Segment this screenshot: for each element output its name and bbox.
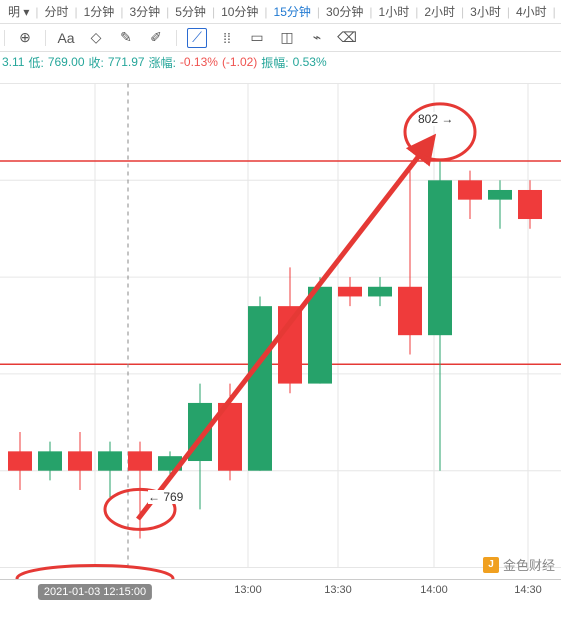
timeframe-3小时[interactable]: 3小时 [464,3,507,20]
pencil-icon[interactable]: ✎ [116,28,136,48]
timeframe-1分钟[interactable]: 1分钟 [78,3,121,20]
candlestick-icon[interactable]: ⁞⁞ [217,28,237,48]
change-label: 涨幅: [149,54,176,71]
time-label: 2021-01-03 12:15:00 [38,584,152,600]
watermark-icon: J [483,557,499,573]
timeframe-3分钟[interactable]: 3分钟 [123,3,166,20]
overlap-icon[interactable]: ◫ [277,28,297,48]
brush-icon[interactable]: ✐ [146,28,166,48]
time-axis: 2021-01-03 12:15:00 13:00 13:30 14:00 14:30 [0,579,561,602]
candlestick-chart [0,72,561,602]
annotation-high-label: 802 → [418,112,453,126]
timeframe-1小时[interactable]: 1小时 [373,3,416,20]
timeframe-5分钟[interactable]: 5分钟 [169,3,212,20]
timeframe-10分钟[interactable]: 10分钟 [215,3,264,20]
chart-area[interactable]: ← 769 802 → 2021-01-03 12:15:00 13:00 13:3… [0,72,561,602]
timeframe-明[interactable]: 明 ▾ [2,3,35,20]
drawing-toolbar: ⊕ Aa ◇ ✎ ✐ ⟋ ⁞⁞ ▭ ◫ ⌁ ⌫ [0,24,561,52]
close-label: 收: [89,54,104,71]
timeframe-分时[interactable]: 分时 [38,3,74,20]
timeframe-15分钟[interactable]: 15分钟 [268,3,317,20]
box-icon[interactable]: ▭ [247,28,267,48]
open-value: 3.11 [2,55,24,69]
timeframe-2小时[interactable]: 2小时 [418,3,461,20]
time-label: 13:30 [324,584,352,596]
eraser-icon[interactable]: ◇ [86,28,106,48]
amplitude-label: 振幅: [261,54,288,71]
ohlc-summary: 3.11 低:769.00 收:771.97 涨幅:-0.13%(-1.02) … [0,52,561,72]
cursor-icon[interactable]: ⊕ [15,28,35,48]
time-label: 13:00 [234,584,262,596]
close-value: 771.97 [108,55,145,69]
watermark: J 金色财经 [483,555,555,574]
timeframe-30分钟[interactable]: 30分钟 [320,3,369,20]
trendline-icon[interactable]: ⟋ [187,28,207,48]
low-value: 769.00 [48,55,85,69]
time-label: 14:00 [420,584,448,596]
watermark-text: 金色财经 [503,555,555,574]
timeframe-4小时[interactable]: 4小时 [510,3,553,20]
amplitude-value: 0.53% [293,55,327,69]
zigzag-icon[interactable]: ⌁ [307,28,327,48]
change-pct: -0.13% [180,55,218,69]
time-label: 14:30 [514,584,542,596]
annotation-low-label: ← 769 [148,490,183,504]
timeframe-6小时[interactable]: 6小时 [556,3,561,20]
low-label: 低: [28,54,43,71]
timeframe-bar: 明 ▾|分时|1分钟|3分钟|5分钟|10分钟|15分钟|30分钟|1小时|2小… [0,0,561,24]
text-tool-icon[interactable]: Aa [56,28,76,48]
delete-icon[interactable]: ⌫ [337,28,357,48]
change-abs: (-1.02) [222,55,257,69]
